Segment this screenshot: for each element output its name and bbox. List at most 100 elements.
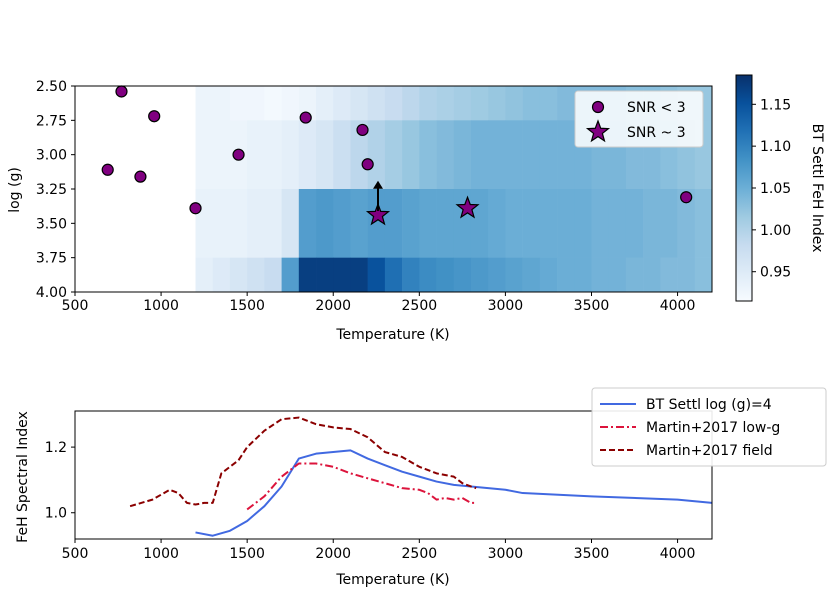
upward-arrow <box>373 180 384 211</box>
heatmap-y-axis-label: log (g) <box>7 167 23 213</box>
heatmap-cell <box>264 257 282 293</box>
heatmap-cell <box>367 257 386 293</box>
heatmap-cell <box>367 86 386 121</box>
arrow-head <box>373 180 384 189</box>
snr-lt-3-point <box>232 148 245 161</box>
heatmap-y-tick-label: 2.75 <box>36 113 67 129</box>
heatmap-cell <box>694 257 713 293</box>
heatmap-cell <box>195 189 214 258</box>
heatmap-cell <box>436 86 455 121</box>
heatmap-cell <box>522 189 541 258</box>
heatmap-cell <box>281 120 300 190</box>
heatmap-cell <box>539 86 558 121</box>
heatmap-cell <box>281 86 300 121</box>
heatmap-cell <box>350 120 368 190</box>
heatmap-cell <box>557 86 575 121</box>
snr-lt-3-point <box>361 158 374 171</box>
heatmap-cell <box>212 86 231 121</box>
heatmap-cell <box>488 120 506 190</box>
legend-star-marker <box>585 119 611 143</box>
heatmap-cell <box>402 120 420 190</box>
heatmap-cell <box>195 257 214 293</box>
heatmap-cell <box>195 120 214 190</box>
heatmap-cell <box>402 189 420 258</box>
legend-label-martin-low-g: Martin+2017 low-g <box>646 420 780 436</box>
line-x-tick-label: 3000 <box>488 546 524 562</box>
heatmap-cell <box>316 86 334 121</box>
colorbar: 0.95 1.00 1.05 1.10 1.15 BT Settl FeH Index <box>735 74 825 302</box>
legend-label-snr-lt-3: SNR < 3 <box>627 100 686 116</box>
heatmap-cell <box>539 257 558 293</box>
heatmap-cell <box>298 257 317 293</box>
heatmap-cell <box>660 189 678 258</box>
heatmap-x-axis-label: Temperature (K) <box>335 327 449 343</box>
heatmap-cell <box>350 189 368 258</box>
heatmap-cell <box>384 189 403 258</box>
line-x-tick-label: 1500 <box>229 546 265 562</box>
heatmap-cell <box>557 257 575 293</box>
line-x-tick-label: 2500 <box>402 546 438 562</box>
heatmap-cell <box>316 189 334 258</box>
heatmap-cell <box>212 120 231 190</box>
snr-lt-3-point <box>148 110 161 123</box>
line-x-axis-label: Temperature (K) <box>335 572 449 588</box>
heatmap-cell <box>453 120 472 190</box>
heatmap-legend-box <box>574 90 704 148</box>
heatmap-cell <box>488 86 506 121</box>
heatmap-x-tick-label: 3000 <box>488 298 524 314</box>
line-x-tick-label: 1000 <box>143 546 179 562</box>
heatmap-cell <box>264 86 282 121</box>
heatmap-cell <box>557 189 575 258</box>
heatmap-cell <box>488 189 506 258</box>
heatmap-x-tick-label: 4000 <box>660 298 696 314</box>
heatmap-cell <box>333 257 351 293</box>
heatmap-cell <box>470 257 489 293</box>
heatmap-cell <box>453 86 472 121</box>
heatmap-cell <box>384 257 403 293</box>
heatmap-cell <box>298 189 317 258</box>
colorbar-tick-label: 1.00 <box>760 223 791 239</box>
heatmap-cell <box>367 189 386 258</box>
heatmap-cell <box>625 189 644 258</box>
line-legend-swatches <box>600 403 636 451</box>
heatmap-panel: 500 1000 1500 2000 2500 3000 3500 4000 2.50 2.75… <box>7 74 825 343</box>
heatmap-legend-markers <box>585 100 611 143</box>
heatmap-cell <box>316 120 334 190</box>
heatmap-cell <box>557 120 575 190</box>
snr-eq-3-point <box>455 195 480 219</box>
line-x-tick-label: 3500 <box>574 546 610 562</box>
heatmap-cell <box>591 257 610 293</box>
heatmap-cell <box>643 257 661 293</box>
line-x-tick-label: 2000 <box>315 546 351 562</box>
heatmap-cell <box>229 257 248 293</box>
colorbar-ticks: 0.95 1.00 1.05 1.10 1.15 <box>752 97 791 281</box>
snr-lt-3-point <box>356 123 369 137</box>
heatmap-cell <box>574 257 592 293</box>
line-legend-box <box>591 387 827 467</box>
snr-lt-3-point <box>299 111 312 124</box>
heatmap-cell <box>350 86 368 121</box>
legend-label-martin-field: Martin+2017 field <box>646 443 773 459</box>
snr-lt-3-point <box>680 191 693 204</box>
heatmap-cell <box>677 189 696 258</box>
heatmap-cell <box>350 257 368 293</box>
snr-lt-3-point <box>115 85 128 98</box>
colorbar-tick-label: 1.05 <box>760 181 791 197</box>
line-y-tick-label: 1.0 <box>45 506 67 522</box>
heatmap-cell <box>316 257 334 293</box>
heatmap-legend: SNR < 3 SNR ~ 3 <box>574 90 704 148</box>
heatmap-x-ticks: 500 1000 1500 2000 2500 3000 3500 4000 <box>62 292 696 314</box>
heatmap-cell <box>264 189 282 258</box>
snr-eq-3-point <box>365 202 391 226</box>
heatmap-cell <box>333 189 351 258</box>
heatmap-cell <box>281 189 300 258</box>
heatmap-cell <box>419 189 437 258</box>
martin-field-line <box>129 416 477 508</box>
colorbar-gradient <box>735 74 753 302</box>
heatmap-cell <box>247 86 265 121</box>
heatmap-y-ticks: 2.50 2.75 3.00 3.25 3.50 3.75 4.00 <box>36 79 75 301</box>
heatmap-x-tick-label: 3500 <box>574 298 610 314</box>
heatmap-x-tick-label: 1500 <box>229 298 265 314</box>
heatmap-cell <box>419 120 437 190</box>
